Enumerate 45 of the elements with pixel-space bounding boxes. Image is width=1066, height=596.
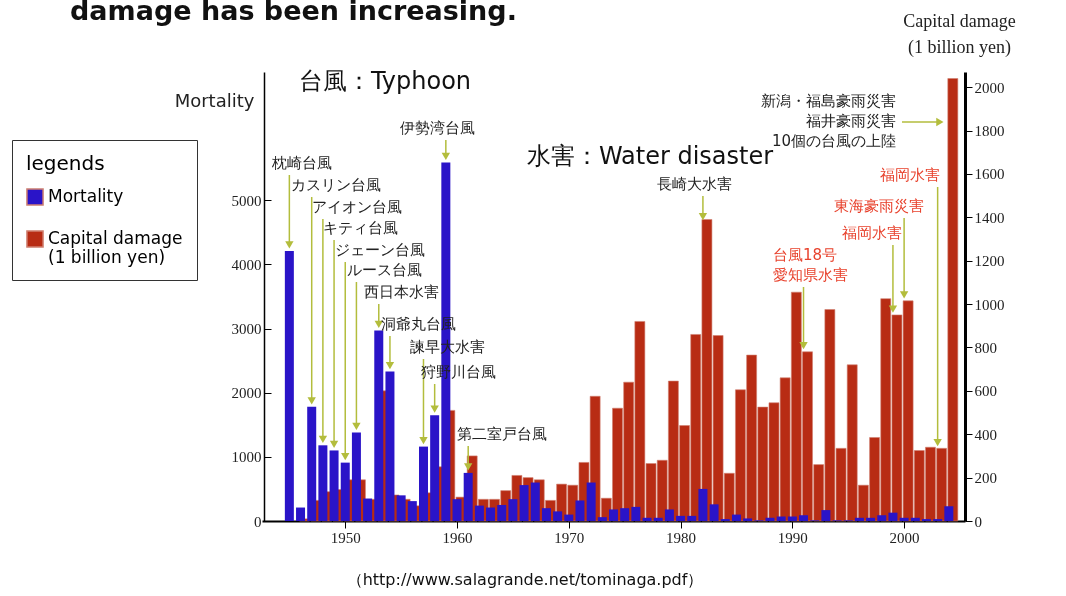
y-tick-label: 0 xyxy=(254,513,262,530)
legend-label: Mortality xyxy=(48,186,124,206)
annotation: カスリン台風 xyxy=(291,176,381,194)
legend-label: Capital damage (1 billion yen) xyxy=(48,228,183,267)
legend-title: legends xyxy=(26,151,105,175)
annotation: 長崎大水害 xyxy=(657,175,732,193)
annotation: 伊勢湾台風 xyxy=(400,119,475,137)
x-tick-label: 1970 xyxy=(554,529,585,546)
annotation: 台風：Typhoon xyxy=(298,67,472,95)
y2-tick-label: 600 xyxy=(974,383,997,400)
x-tick-label: 1980 xyxy=(666,529,697,546)
annotation: アイオン台風 xyxy=(312,198,402,216)
y2-tick-label: 200 xyxy=(974,470,997,487)
annotation: ルース台風 xyxy=(347,261,422,279)
y-tick-label: 2000 xyxy=(231,385,262,402)
annotation: 西日本水害 xyxy=(364,283,439,301)
y2-tick-label: 2000 xyxy=(974,79,1005,96)
annotation: 枕崎台風 xyxy=(271,154,332,172)
annotation: 台風18号愛知県水害 xyxy=(773,246,848,284)
y-tick-label: 5000 xyxy=(231,192,262,209)
annotation: 第二室戸台風 xyxy=(457,425,547,443)
y-tick-label: 3000 xyxy=(231,321,262,338)
y2-tick-label: 1000 xyxy=(974,296,1005,313)
x-tick-label: 1990 xyxy=(777,529,808,546)
x-tick-label: 1950 xyxy=(330,529,361,546)
y2-tick-label: 1400 xyxy=(974,209,1005,226)
chart-title: damage has been increasing. xyxy=(70,0,517,26)
x-tick-label: 2000 xyxy=(889,529,920,546)
y2-tick-label: 0 xyxy=(974,513,982,530)
y-tick-label: 1000 xyxy=(231,449,262,466)
x-tick-label: 1960 xyxy=(442,529,473,546)
y-axis-title: Mortality xyxy=(174,89,255,111)
y-tick-label: 4000 xyxy=(231,256,262,273)
text: （http://www.salagrande.net/tominaga.pdf） xyxy=(346,570,704,589)
annotation: ジェーン台風 xyxy=(335,241,425,259)
y2-tick-label: 1200 xyxy=(974,253,1005,270)
y2-tick-label: 800 xyxy=(974,339,997,356)
annotation: 福岡水害 xyxy=(880,166,940,184)
annotation: 福岡水害 xyxy=(842,224,902,242)
y2-tick-label: 400 xyxy=(974,426,997,443)
y2-tick-label: 1600 xyxy=(974,166,1005,183)
annotation: 東海豪雨災害 xyxy=(834,197,924,215)
annotation: キティ台風 xyxy=(323,219,398,237)
y2-axis-title: Capital damage (1 billion yen) xyxy=(903,10,1016,58)
y2-tick-label: 1800 xyxy=(974,123,1005,140)
